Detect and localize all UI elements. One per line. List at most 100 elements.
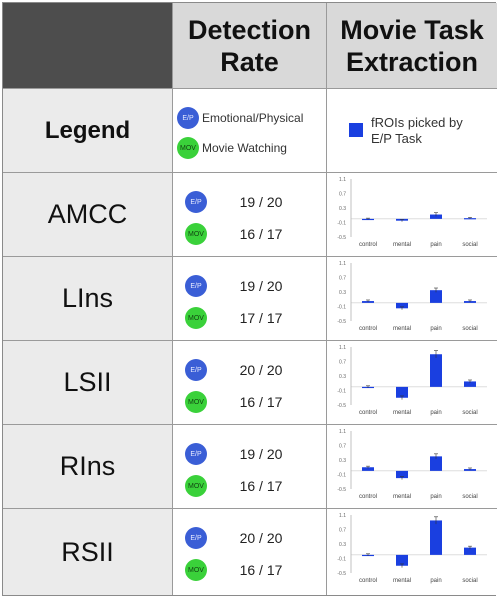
movie-task-header-text: Movie Task Extraction bbox=[340, 14, 484, 77]
mov-badge-text: MOV bbox=[188, 566, 204, 574]
ep-rate-value: 19 / 20 bbox=[239, 278, 283, 294]
ep-rate-line: E/P bbox=[185, 275, 207, 297]
bar-chart: 1.1 0.7 0.3 -0.1 -0.5 control mental pain social bbox=[337, 177, 487, 248]
ep-rate-line: E/P bbox=[185, 443, 207, 465]
x-tick-label: social bbox=[462, 410, 477, 416]
x-tick-label: social bbox=[462, 242, 477, 248]
bar-chart-cell: 1.1 0.7 0.3 -0.1 -0.5 control mental pain social bbox=[327, 341, 497, 425]
y-tick-label: 1.1 bbox=[339, 345, 346, 351]
y-tick-label: -0.5 bbox=[337, 235, 346, 241]
y-tick-label: 1.1 bbox=[339, 513, 346, 519]
ep-badge-text: E/P bbox=[190, 366, 202, 374]
x-tick-label: mental bbox=[393, 326, 411, 332]
bar-chart-cell: 1.1 0.7 0.3 -0.1 -0.5 control mental pain social bbox=[327, 509, 497, 595]
mov-badge-icon: MOV bbox=[185, 475, 207, 497]
detection-rate-cell: E/P 19 / 20 MOV 16 / 17 bbox=[173, 425, 327, 509]
legend-label-text: Legend bbox=[44, 116, 131, 144]
row-label-text: AMCC bbox=[47, 199, 128, 229]
mov-badge-icon: MOV bbox=[185, 223, 207, 245]
x-tick-label: control bbox=[359, 578, 377, 584]
mov-badge-icon: MOV bbox=[185, 559, 207, 581]
x-tick-label: mental bbox=[393, 242, 411, 248]
y-tick-label: 1.1 bbox=[339, 429, 346, 435]
mov-rate-line: MOV bbox=[185, 307, 207, 329]
mov-rate-value: 16 / 17 bbox=[239, 562, 283, 578]
x-tick-label: pain bbox=[430, 410, 441, 416]
bar bbox=[430, 520, 442, 555]
bar-chart-cell: 1.1 0.7 0.3 -0.1 -0.5 control mental pain social bbox=[327, 173, 497, 257]
detection-rate-header-text: Detection Rate bbox=[187, 14, 312, 77]
legend-mov-text: Movie Watching bbox=[202, 141, 287, 155]
ep-rate-value: 19 / 20 bbox=[239, 446, 283, 462]
y-tick-label: -0.1 bbox=[337, 557, 346, 563]
bar bbox=[430, 214, 442, 219]
mov-badge-icon: MOV bbox=[185, 391, 207, 413]
y-tick-label: -0.5 bbox=[337, 319, 346, 325]
mov-rate-value: 16 / 17 bbox=[239, 226, 283, 242]
y-tick-label: 0.3 bbox=[339, 206, 346, 212]
y-tick-label: -0.5 bbox=[337, 571, 346, 577]
y-tick-label: 0.7 bbox=[339, 528, 346, 534]
x-tick-label: control bbox=[359, 242, 377, 248]
legend-froi-cell: fROIs picked by E/P Task bbox=[327, 89, 497, 173]
mov-badge-icon: MOV bbox=[177, 137, 199, 159]
ep-rate-value: 20 / 20 bbox=[239, 362, 283, 378]
ep-badge-icon: E/P bbox=[185, 275, 207, 297]
row-label: AMCC bbox=[3, 173, 173, 257]
y-tick-label: 0.7 bbox=[339, 444, 346, 450]
bar-chart: 1.1 0.7 0.3 -0.1 -0.5 control mental pain social bbox=[337, 429, 487, 500]
x-tick-label: social bbox=[462, 326, 477, 332]
y-tick-label: -0.1 bbox=[337, 473, 346, 479]
mov-rate-line: MOV bbox=[185, 475, 207, 497]
mov-rate-line: MOV bbox=[185, 559, 207, 581]
bar bbox=[396, 302, 408, 309]
x-tick-label: pain bbox=[430, 494, 441, 500]
x-tick-label: control bbox=[359, 494, 377, 500]
ep-badge-icon: E/P bbox=[185, 527, 207, 549]
mov-badge-text: MOV bbox=[188, 482, 204, 490]
legend-mov-line: MOV Movie Watching bbox=[177, 137, 287, 159]
row-label: LSII bbox=[3, 341, 173, 425]
legend-ep-text: Emotional/Physical bbox=[202, 111, 304, 125]
ep-badge-icon: E/P bbox=[185, 443, 207, 465]
ep-rate-line: E/P bbox=[185, 527, 207, 549]
y-tick-label: 1.1 bbox=[339, 261, 346, 267]
x-tick-label: social bbox=[462, 578, 477, 584]
bar-chart-cell: 1.1 0.7 0.3 -0.1 -0.5 control mental pain social bbox=[327, 257, 497, 341]
row-label-text: LIns bbox=[61, 283, 114, 313]
y-tick-label: 0.7 bbox=[339, 192, 346, 198]
detection-rate-cell: E/P 19 / 20 MOV 16 / 17 bbox=[173, 173, 327, 257]
ep-rate-line: E/P bbox=[185, 359, 207, 381]
mov-badge-icon: MOV bbox=[185, 307, 207, 329]
mov-rate-value: 17 / 17 bbox=[239, 310, 283, 326]
row-label-text: RSII bbox=[61, 536, 114, 567]
ep-badge-text: E/P bbox=[190, 282, 202, 290]
row-label-text: LSII bbox=[63, 367, 112, 397]
detection-rate-header: Detection Rate bbox=[173, 3, 327, 89]
bar bbox=[430, 290, 442, 303]
mov-rate-value: 16 / 17 bbox=[239, 394, 283, 410]
ep-badge-icon: E/P bbox=[185, 191, 207, 213]
movie-task-header: Movie Task Extraction bbox=[327, 3, 497, 89]
y-tick-label: -0.5 bbox=[337, 487, 346, 493]
corner-header bbox=[3, 3, 173, 89]
ep-badge-text: E/P bbox=[190, 534, 202, 542]
x-tick-label: control bbox=[359, 410, 377, 416]
mov-badge-text: MOV bbox=[180, 144, 196, 152]
legend-froi-text: fROIs picked by E/P Task bbox=[371, 115, 463, 146]
bar-chart: 1.1 0.7 0.3 -0.1 -0.5 control mental pain social bbox=[337, 261, 487, 332]
y-tick-label: -0.5 bbox=[337, 403, 346, 409]
legend-label: Legend bbox=[3, 89, 173, 173]
detection-rate-cell: E/P 19 / 20 MOV 17 / 17 bbox=[173, 257, 327, 341]
mov-rate-value: 16 / 17 bbox=[239, 478, 283, 494]
x-tick-label: mental bbox=[393, 494, 411, 500]
x-tick-label: pain bbox=[430, 242, 441, 248]
row-label: RIns bbox=[3, 425, 173, 509]
ep-rate-value: 20 / 20 bbox=[239, 530, 283, 546]
ep-badge-text: E/P bbox=[190, 198, 202, 206]
row-label-text: RIns bbox=[59, 451, 116, 481]
detection-rate-cell: E/P 20 / 20 MOV 16 / 17 bbox=[173, 341, 327, 425]
mov-rate-line: MOV bbox=[185, 391, 207, 413]
legend-bar-swatch bbox=[349, 123, 363, 137]
